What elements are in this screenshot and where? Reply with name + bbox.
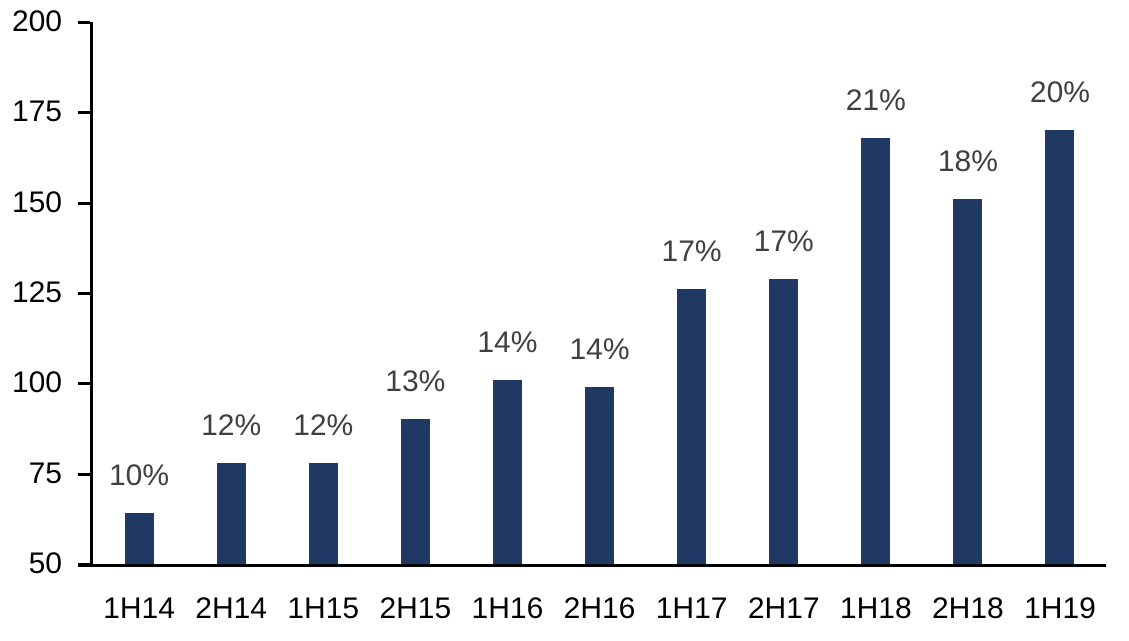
bar	[861, 137, 891, 564]
x-category-label: 2H15	[379, 592, 452, 625]
bar	[1045, 130, 1075, 564]
x-category-label: 2H17	[747, 592, 820, 625]
y-tick	[78, 382, 90, 386]
bar-value-label: 12%	[201, 408, 262, 442]
bar-value-label: 10%	[109, 459, 170, 493]
x-category-label: 1H19	[1024, 592, 1096, 625]
y-tick-label: 50	[28, 547, 62, 580]
x-category-label: 1H16	[471, 592, 544, 625]
y-tick-label: 175	[11, 95, 62, 129]
bar-value-label: 13%	[385, 365, 446, 399]
bar	[677, 289, 707, 564]
y-tick	[78, 111, 90, 115]
y-tick-label: 150	[11, 185, 62, 219]
bar	[400, 419, 430, 564]
bar	[953, 199, 983, 564]
y-tick	[78, 563, 90, 566]
bar-value-label: 14%	[569, 332, 630, 366]
bar	[769, 278, 799, 564]
y-tick	[78, 21, 90, 24]
y-tick-label: 125	[11, 276, 62, 309]
bar-value-label: 17%	[661, 235, 722, 269]
x-category-label: 2H18	[932, 592, 1004, 625]
bar-value-label: 21%	[845, 83, 906, 117]
x-category-label: 1H17	[655, 592, 728, 625]
x-category-label: 1H14	[103, 592, 175, 625]
y-tick	[78, 292, 90, 295]
y-tick	[78, 201, 90, 205]
x-category-label: 2H16	[563, 592, 636, 625]
bar	[308, 462, 338, 564]
x-axis-line	[78, 564, 1106, 567]
bar	[585, 386, 614, 564]
bar	[492, 379, 522, 564]
bar-value-label: 14%	[477, 325, 538, 359]
y-tick-label: 200	[11, 5, 62, 38]
bar	[124, 513, 154, 564]
bar-value-label: 20%	[1029, 76, 1090, 110]
bar-value-label: 12%	[293, 408, 354, 442]
bar-value-label: 17%	[753, 224, 814, 258]
y-tick	[78, 472, 90, 476]
x-category-label: 2H14	[195, 592, 267, 625]
x-category-label: 1H18	[839, 592, 912, 625]
y-tick-label: 75	[28, 456, 62, 490]
x-category-label: 1H15	[287, 592, 360, 625]
y-axis-line	[90, 22, 93, 567]
bar	[216, 462, 246, 564]
bar-value-label: 18%	[937, 145, 998, 179]
y-tick-label: 100	[11, 366, 62, 400]
